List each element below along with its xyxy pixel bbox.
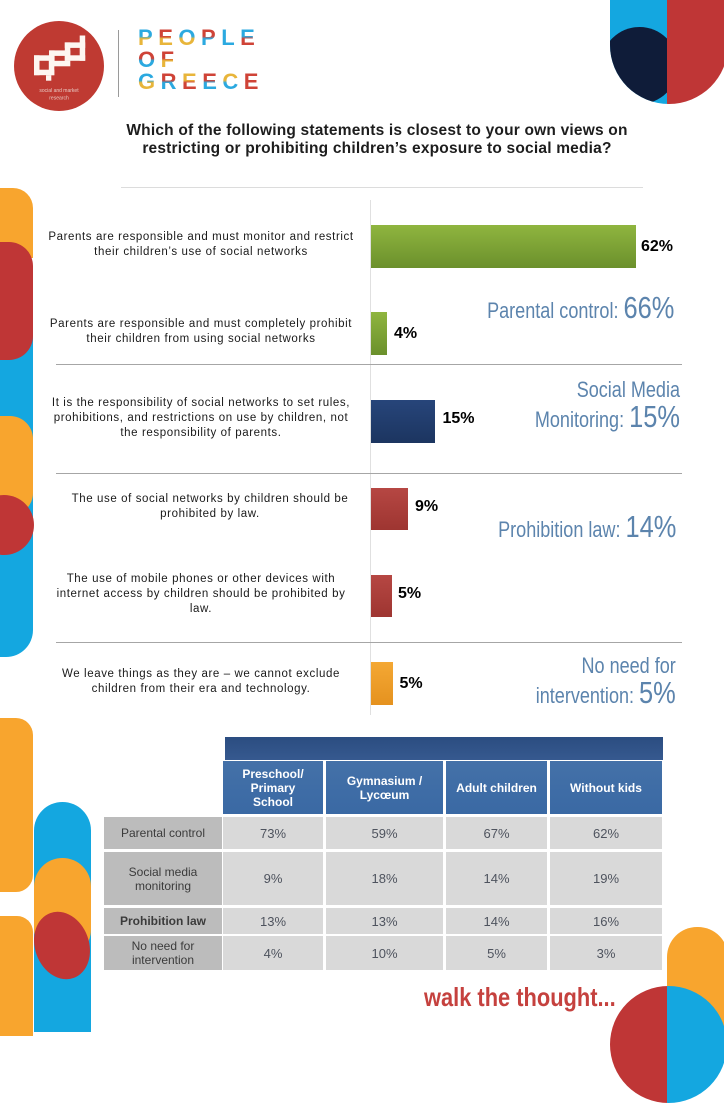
svg-text:research: research: [49, 96, 69, 102]
svg-text:social and market: social and market: [39, 88, 79, 94]
